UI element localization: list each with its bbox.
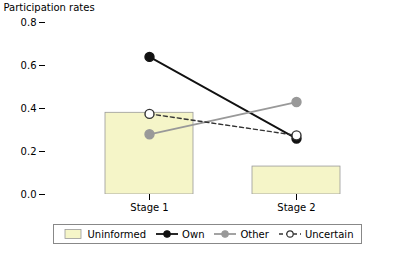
svg-text:0.6: 0.6 bbox=[21, 60, 37, 71]
svg-text:0.8: 0.8 bbox=[21, 17, 37, 28]
html-text:Own: Own bbox=[182, 228, 205, 240]
html-text:Uninformed: Uninformed bbox=[87, 228, 147, 240]
svg-text:0.4: 0.4 bbox=[21, 103, 37, 114]
svg-text:Participation rates: Participation rates bbox=[4, 2, 95, 13]
svg-text:0.2: 0.2 bbox=[21, 146, 37, 157]
svg-text:Stage 2: Stage 2 bbox=[277, 202, 315, 213]
html-text:Other: Other bbox=[240, 228, 269, 240]
svg-text:0.0: 0.0 bbox=[21, 189, 37, 200]
svg-text:Stage 1: Stage 1 bbox=[130, 202, 168, 213]
html-text:Uncertain: Uncertain bbox=[304, 228, 354, 240]
